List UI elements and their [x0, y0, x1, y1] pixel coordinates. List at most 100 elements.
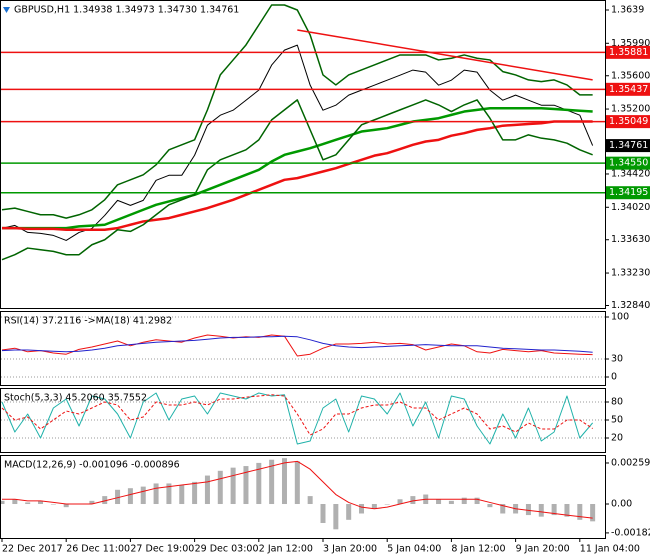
histogram-bar [487, 504, 493, 508]
panel-plot [1, 316, 605, 378]
histogram-bar [1, 500, 5, 505]
histogram-bar [192, 481, 198, 505]
histogram-bar [12, 499, 18, 505]
histogram-bar [577, 504, 583, 520]
level-label: 1.35437 [609, 84, 648, 95]
panel-title: GBPUSD,H1 1.34938 1.34973 1.34730 1.3476… [14, 5, 239, 16]
level-label-box [606, 45, 650, 59]
histogram-bar [397, 499, 403, 505]
histogram-bar [333, 504, 339, 530]
histogram-bar [127, 488, 133, 505]
last-price-label: 1.34761 [609, 140, 648, 151]
histogram-bar [204, 475, 210, 505]
level-label: 1.34550 [609, 158, 648, 169]
x-tick-label: 27 Dec 19:00 [130, 544, 194, 555]
level-label-box [606, 82, 650, 96]
histogram-bar [25, 502, 31, 505]
level-label-box [606, 115, 650, 129]
histogram-bar [448, 500, 454, 505]
histogram-bar [153, 483, 159, 505]
histogram-bar [564, 504, 570, 517]
histogram-bar [140, 486, 146, 505]
histogram-bar [590, 504, 596, 522]
histogram-bar [115, 489, 121, 505]
histogram-bar [474, 497, 480, 505]
histogram-bar [551, 504, 557, 516]
series-line [2, 120, 593, 231]
trend-line [297, 29, 593, 81]
level-label-box [606, 156, 650, 170]
y-tick-label: 1.32840 [611, 300, 650, 311]
histogram-bar [294, 461, 300, 505]
panel-title: RSI(14) 37.2116 ->MA(18) 41.2982 [4, 316, 172, 327]
x-tick-label: 8 Jan 12:00 [451, 544, 505, 555]
y-tick-label: 100 [611, 312, 629, 323]
x-tick-label: 11 Jan 04:00 [580, 544, 640, 555]
histogram-bar [269, 459, 275, 505]
y-tick-label: 80 [611, 397, 623, 408]
x-tick-label: 9 Jan 20:00 [516, 544, 570, 555]
x-tick-label: 5 Jan 04:00 [387, 544, 441, 555]
x-tick-label: 2 Jan 12:00 [259, 544, 313, 555]
level-label: 1.34195 [609, 187, 648, 198]
series-line [2, 460, 593, 519]
series-line [1, 392, 594, 445]
y-tick-label: 1.35200 [611, 104, 650, 115]
y-tick-label: 30 [611, 354, 623, 365]
histogram-bar [410, 496, 416, 505]
series-line [1, 394, 593, 436]
histogram-bar [281, 458, 287, 505]
panel-frame [0, 455, 606, 539]
histogram-bar [179, 485, 185, 505]
y-tick-label: 1.3639 [611, 4, 644, 15]
y-tick-label: 1.33630 [611, 234, 650, 245]
histogram-bar [307, 496, 313, 505]
panel-frame [0, 0, 606, 309]
histogram-bar [63, 504, 69, 508]
panel-plot [1, 458, 596, 530]
histogram-bar [346, 504, 352, 520]
last-price-box [606, 139, 650, 153]
histogram-bar [50, 504, 56, 505]
histogram-bar [525, 504, 531, 516]
histogram-bar [320, 504, 326, 523]
histogram-bar [384, 504, 390, 505]
y-tick-label: 1.35600 [611, 70, 650, 81]
y-tick-label: 1.34420 [611, 168, 650, 179]
y-tick-label: -0.001828 [611, 527, 650, 538]
histogram-bar [89, 500, 95, 505]
x-tick-label: 26 Dec 11:00 [66, 544, 130, 555]
histogram-bar [38, 500, 44, 505]
panel-title: Stoch(5,3,3) 45.2060 35.7552 [4, 393, 147, 404]
y-tick-label: 0.002595 [611, 457, 650, 468]
series-line [1, 44, 594, 241]
panel-plot [1, 392, 605, 445]
histogram-bar [243, 466, 249, 505]
level-label: 1.35881 [609, 47, 648, 58]
panel-title: MACD(12,26,9) -0.001096 -0.000896 [4, 460, 180, 471]
histogram-bar [436, 499, 442, 505]
histogram-bar [166, 483, 172, 505]
series-line [1, 335, 593, 353]
histogram-bar [538, 504, 544, 517]
histogram-bar [371, 504, 377, 509]
level-label: 1.35049 [609, 116, 648, 127]
y-tick-label: 0 [611, 372, 617, 383]
panel-plot [1, 4, 605, 261]
level-label-box [606, 186, 650, 200]
series-line [1, 99, 593, 261]
symbol-icon [3, 7, 10, 13]
series-line [1, 334, 593, 357]
y-tick-label: 0.00 [611, 499, 632, 510]
y-tick-label: 50 [611, 415, 623, 426]
histogram-bar [461, 497, 467, 505]
histogram-bar [230, 467, 236, 505]
x-tick-label: 3 Jan 20:00 [323, 544, 377, 555]
y-tick-label: 20 [611, 433, 623, 444]
y-tick-label: 1.33230 [611, 268, 650, 279]
histogram-bar [102, 496, 108, 505]
y-tick-label: 1.34020 [611, 202, 650, 213]
series-line [2, 106, 593, 230]
x-tick-label: 29 Dec 03:00 [195, 544, 259, 555]
histogram-bar [217, 470, 223, 505]
